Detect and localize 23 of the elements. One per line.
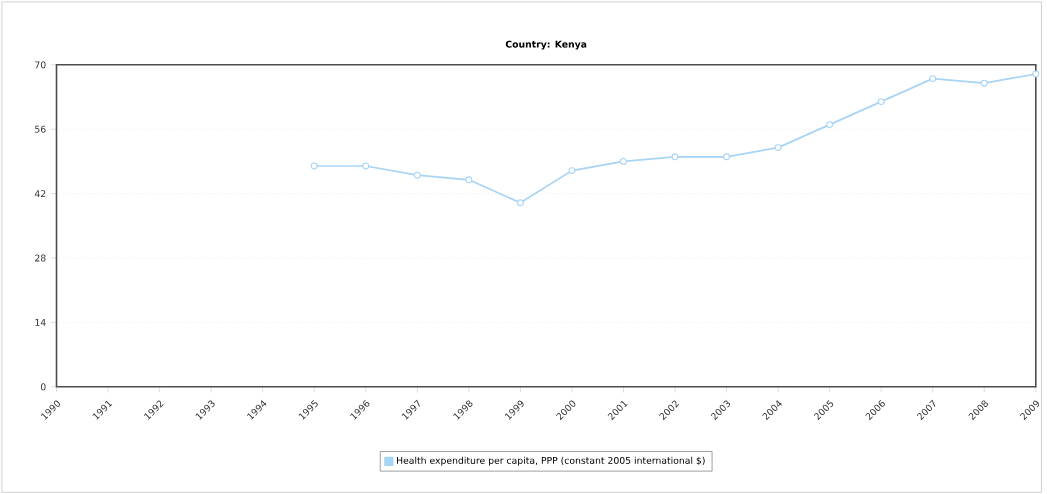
y-tick-label: 70 [35,61,46,69]
point [980,79,988,87]
y-tick-label: 42 [34,190,46,197]
point [929,75,937,82]
point [310,162,318,170]
point [516,199,524,207]
legend-label: Health expenditure per capita, PPP (constant 2005 international $) [397,456,705,466]
y-tick-label: 56 [35,125,46,133]
point [723,153,730,161]
point [465,176,473,184]
point [620,157,627,165]
point [1032,70,1040,78]
point [877,98,885,105]
point [671,153,679,161]
point [362,162,370,170]
point [413,171,421,179]
y-tick-label: 0 [40,383,46,391]
point [568,167,576,174]
point [826,121,834,128]
point [774,144,782,151]
chart-title: Country: Kenya [505,40,587,50]
y-tick-label: 28 [35,254,46,262]
y-tick-label: 14 [35,318,46,326]
